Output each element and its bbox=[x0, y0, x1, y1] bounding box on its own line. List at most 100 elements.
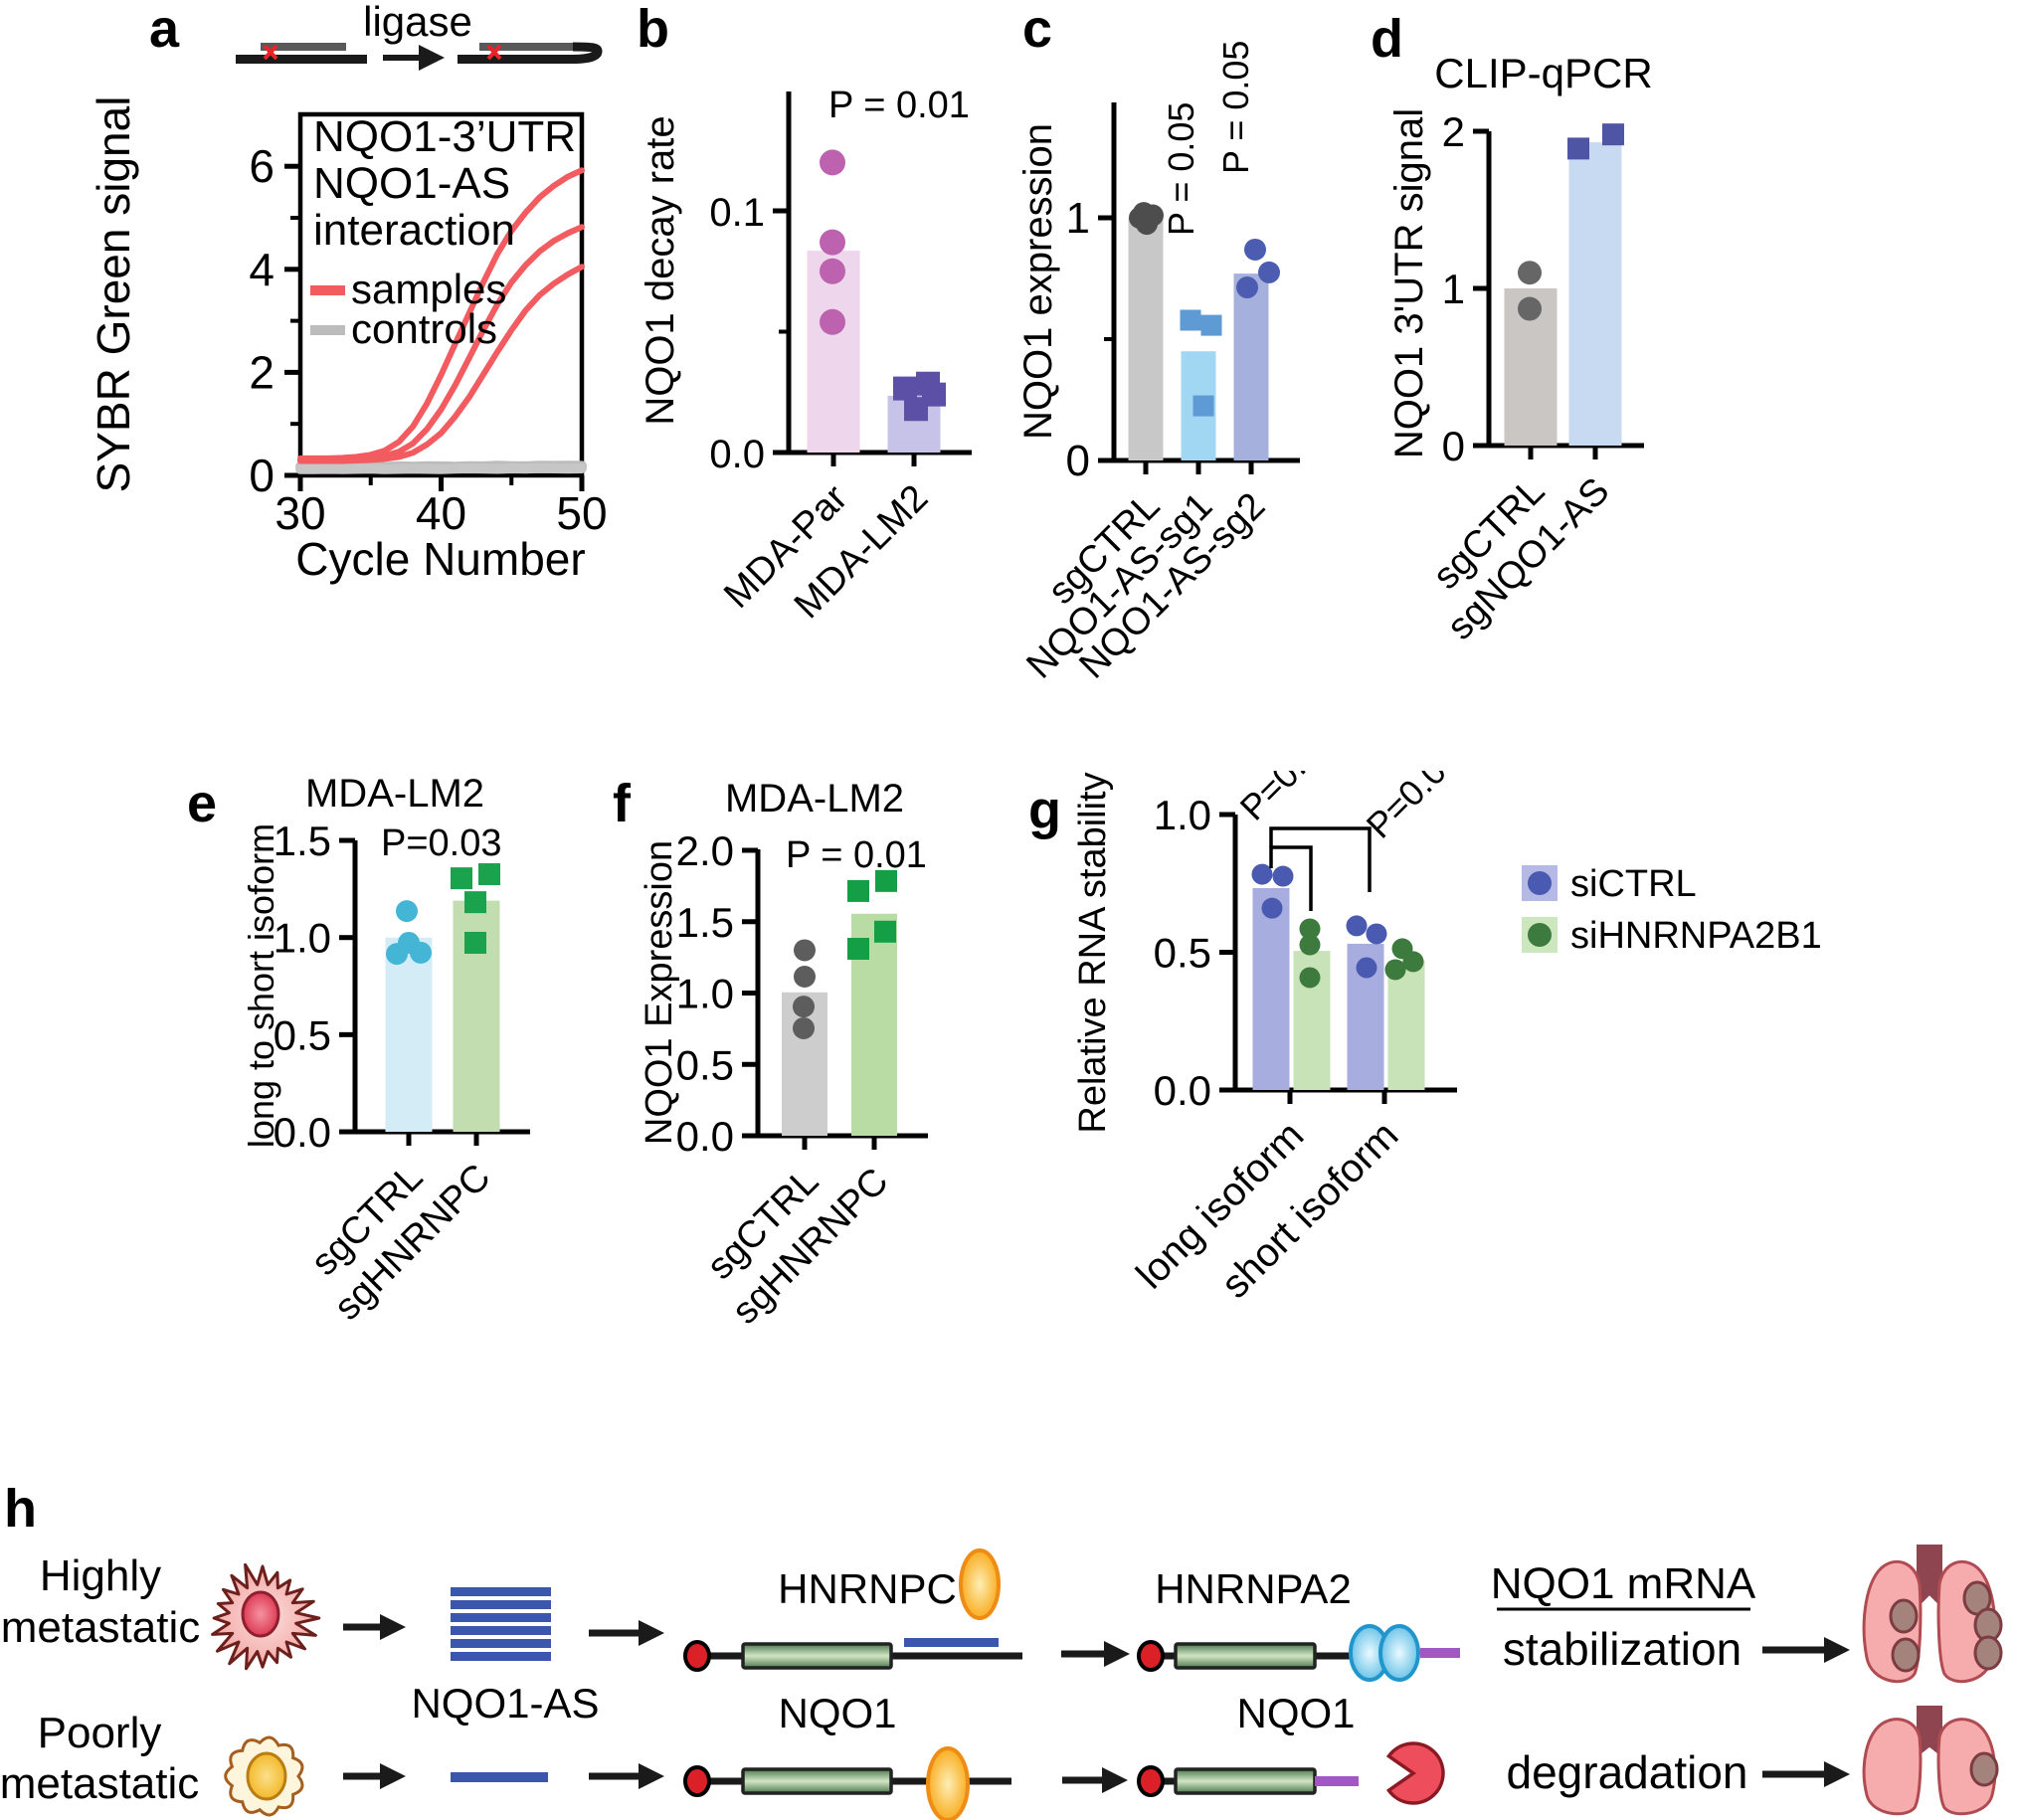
p-value-annotation: P=0.03 bbox=[381, 822, 502, 864]
data-point bbox=[820, 308, 845, 335]
nqo1-degraded-mrna-icon bbox=[1137, 1765, 1359, 1797]
antisense-bar bbox=[451, 1639, 551, 1648]
ligase-arrow-icon bbox=[383, 45, 445, 71]
y-tick-label: 1.5 bbox=[274, 818, 331, 864]
y-axis-title: SYBR Green signal bbox=[88, 96, 139, 493]
y-axis-title: NQO1 decay rate bbox=[639, 115, 682, 425]
hairpin-loop-icon bbox=[571, 42, 603, 64]
legend-label: controls bbox=[351, 305, 497, 352]
antisense-bar bbox=[451, 1626, 551, 1635]
antisense-bar bbox=[451, 1587, 551, 1596]
data-point bbox=[1244, 238, 1266, 261]
data-point bbox=[1356, 957, 1377, 979]
bar bbox=[1252, 887, 1290, 1090]
data-point bbox=[1261, 897, 1283, 919]
nqo1-mrna-label: NQO1 mRNA bbox=[1491, 1559, 1756, 1608]
bar-group-sgCTRL bbox=[782, 939, 827, 1136]
bar-group-sgCTRL bbox=[1128, 202, 1164, 460]
lungs-few-metastases-icon bbox=[1862, 1706, 1999, 1816]
data-point bbox=[1299, 967, 1321, 989]
highly-metastatic-label: metastatic bbox=[1, 1603, 201, 1652]
data-point bbox=[893, 376, 917, 401]
y-axis-title: NQO1 3'UTR signal bbox=[1387, 108, 1431, 458]
arrow-head bbox=[380, 1614, 406, 1640]
significance-bracket bbox=[1269, 845, 1313, 911]
y-tick-label: 1.0 bbox=[676, 971, 734, 1017]
data-point bbox=[1384, 959, 1406, 981]
data-point bbox=[386, 943, 408, 966]
arrow-head bbox=[1824, 1637, 1850, 1663]
y-tick-label: 1 bbox=[1066, 194, 1090, 243]
antisense-bar bbox=[451, 1600, 551, 1609]
data-point bbox=[922, 382, 946, 407]
y-axis-title: NQO1 expression bbox=[1016, 123, 1060, 440]
bar-group-NQO1-AS-sg1 bbox=[1180, 309, 1222, 460]
poorly-metastatic-cell-icon bbox=[224, 1735, 304, 1817]
y-tick-label: 0.0 bbox=[709, 433, 765, 476]
degradation-label: degradation bbox=[1507, 1746, 1748, 1798]
data-point bbox=[1133, 202, 1155, 225]
amplification-curve-control-2 bbox=[295, 462, 587, 474]
bar bbox=[807, 251, 860, 453]
inset-title-line: NQO1-3’UTR bbox=[313, 112, 576, 161]
panel-label-b: b bbox=[637, 0, 669, 59]
bar bbox=[1568, 142, 1622, 446]
flow-arrow bbox=[589, 1763, 664, 1789]
data-point bbox=[820, 258, 845, 284]
p-value-annotation: P=0.05 bbox=[1232, 771, 1342, 828]
bar-group-siCTRL-short-isoform bbox=[1346, 915, 1387, 1090]
data-point bbox=[794, 965, 816, 988]
bar-group-sgHNRNPC bbox=[451, 863, 500, 1132]
y-tick-label: 0.5 bbox=[274, 1011, 331, 1058]
data-point bbox=[478, 863, 500, 886]
data-point bbox=[875, 869, 897, 892]
cds-box bbox=[1174, 1642, 1317, 1670]
panel-label-g: g bbox=[1028, 781, 1061, 840]
y-tick-label: 2 bbox=[249, 346, 275, 398]
p-value-annotation: P = 0.01 bbox=[786, 834, 927, 876]
lungs-many-metastases-icon bbox=[1862, 1545, 2003, 1684]
bar-group-sgCTRL bbox=[1504, 261, 1558, 446]
nqo1-as-label: NQO1-AS bbox=[411, 1680, 599, 1727]
nuclease-pacman-icon bbox=[1385, 1741, 1445, 1805]
y-tick-label: 0.0 bbox=[274, 1109, 331, 1156]
hnrnpa2-protein-icon bbox=[1378, 1624, 1420, 1682]
antisense-bar bbox=[451, 1613, 551, 1622]
lung-lobe bbox=[1862, 1718, 1923, 1816]
data-point bbox=[410, 941, 432, 964]
bar-group-siHNRNPA2B1-long-isoform bbox=[1293, 918, 1331, 1090]
y-axis-title: NQO1 Expression bbox=[639, 840, 680, 1145]
crosslink-x-icon bbox=[486, 44, 502, 61]
y-tick-label: 6 bbox=[249, 140, 275, 192]
y-tick-label: 0 bbox=[1066, 437, 1090, 485]
y-tick-label: 1.5 bbox=[676, 899, 734, 946]
data-point bbox=[820, 229, 845, 256]
highly-metastatic-cell-icon bbox=[211, 1562, 321, 1671]
lung-lobe bbox=[1936, 1718, 1997, 1816]
bar bbox=[385, 937, 433, 1132]
poorly-metastatic-label: metastatic bbox=[0, 1759, 199, 1808]
metastasis-spot bbox=[1969, 1751, 1999, 1787]
panel-label-d: d bbox=[1371, 9, 1403, 69]
data-point bbox=[1518, 296, 1542, 321]
antisense-duplex-bar bbox=[904, 1638, 999, 1647]
crosslink-x-icon bbox=[263, 44, 278, 61]
x-tick-label: 30 bbox=[275, 487, 325, 539]
cds-box bbox=[741, 1642, 893, 1670]
y-tick-label: 4 bbox=[249, 244, 275, 295]
data-point bbox=[1366, 923, 1387, 945]
data-point bbox=[794, 939, 816, 962]
data-point bbox=[1258, 261, 1280, 283]
panel-label-a: a bbox=[149, 0, 180, 59]
data-point bbox=[1251, 863, 1273, 885]
p-value-annotation: P=0.05 bbox=[1359, 771, 1468, 846]
hnrnpc-protein-icon bbox=[959, 1548, 1001, 1620]
data-point bbox=[1402, 951, 1424, 973]
panel-e-isoform-chart: 0.00.51.01.5sgCTRLsgHNRNPCP=0.03MDA-LM2l… bbox=[241, 772, 530, 1329]
legend-label: siCTRL bbox=[1570, 863, 1697, 905]
metastasis-spot bbox=[1889, 1598, 1919, 1634]
flow-arrow bbox=[343, 1763, 406, 1789]
nqo1-short-isoform-icon bbox=[683, 1746, 1011, 1820]
arrow-head bbox=[1102, 1767, 1128, 1793]
